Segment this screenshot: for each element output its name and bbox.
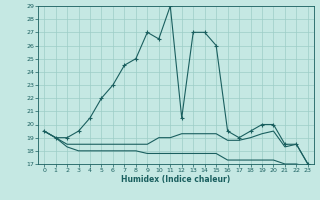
X-axis label: Humidex (Indice chaleur): Humidex (Indice chaleur): [121, 175, 231, 184]
